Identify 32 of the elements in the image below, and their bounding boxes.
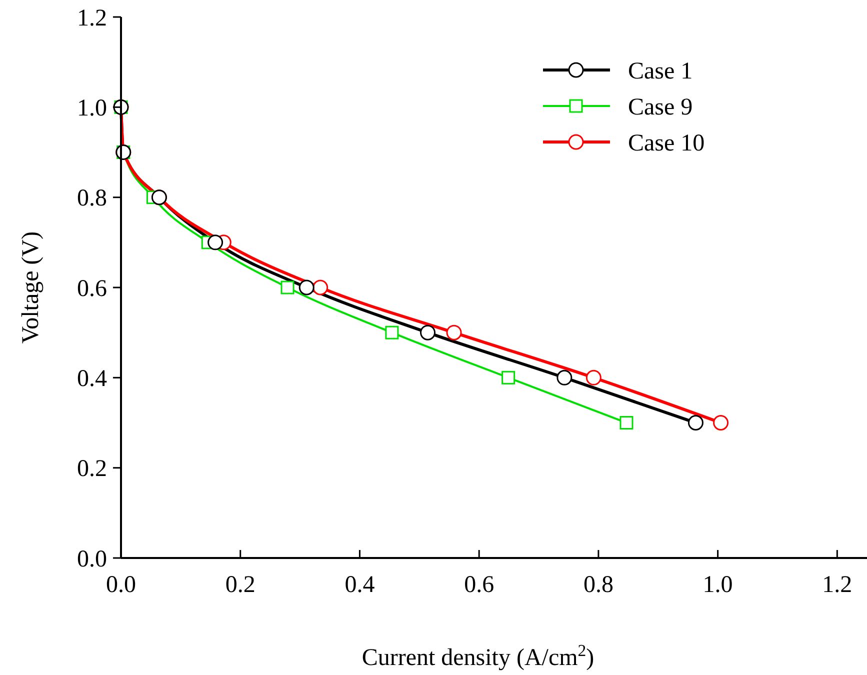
point [620, 416, 634, 430]
x-tick-label: 1.2 [822, 572, 852, 598]
y-axis-title: Voltage (V) [18, 231, 44, 344]
point [280, 280, 294, 294]
point [420, 324, 436, 340]
x-tick-label: 1.0 [702, 572, 733, 598]
point [586, 370, 602, 386]
x-tick-label: 0.2 [225, 572, 256, 598]
y-tick-label: 1.0 [77, 96, 107, 122]
x-axis-title: Current density (A/cm$^{2}$) [362, 640, 594, 671]
point [298, 280, 314, 296]
x-tick-label: 0.8 [583, 572, 614, 598]
x-tick-label: 0.6 [464, 572, 494, 598]
y-tick-label: 0.6 [77, 276, 107, 302]
point [312, 280, 328, 296]
point [385, 326, 399, 340]
point [688, 415, 704, 430]
legend-label: Case 9 [628, 94, 693, 120]
point [502, 370, 516, 384]
y-tick-label: 0.2 [77, 456, 107, 482]
legend-label: Case 10 [628, 130, 705, 156]
point [556, 370, 572, 386]
point [208, 234, 224, 250]
point [446, 324, 462, 340]
x-tick-label: 0.4 [344, 572, 375, 598]
legend-label: Case 1 [628, 58, 693, 84]
y-tick-label: 0.8 [77, 186, 107, 212]
y-tick-label: 0.4 [77, 366, 107, 392]
point [713, 415, 729, 430]
y-tick-label: 0.0 [77, 546, 107, 572]
x-tick-label: 0.0 [106, 572, 136, 598]
y-tick-label: 1.2 [77, 5, 107, 32]
